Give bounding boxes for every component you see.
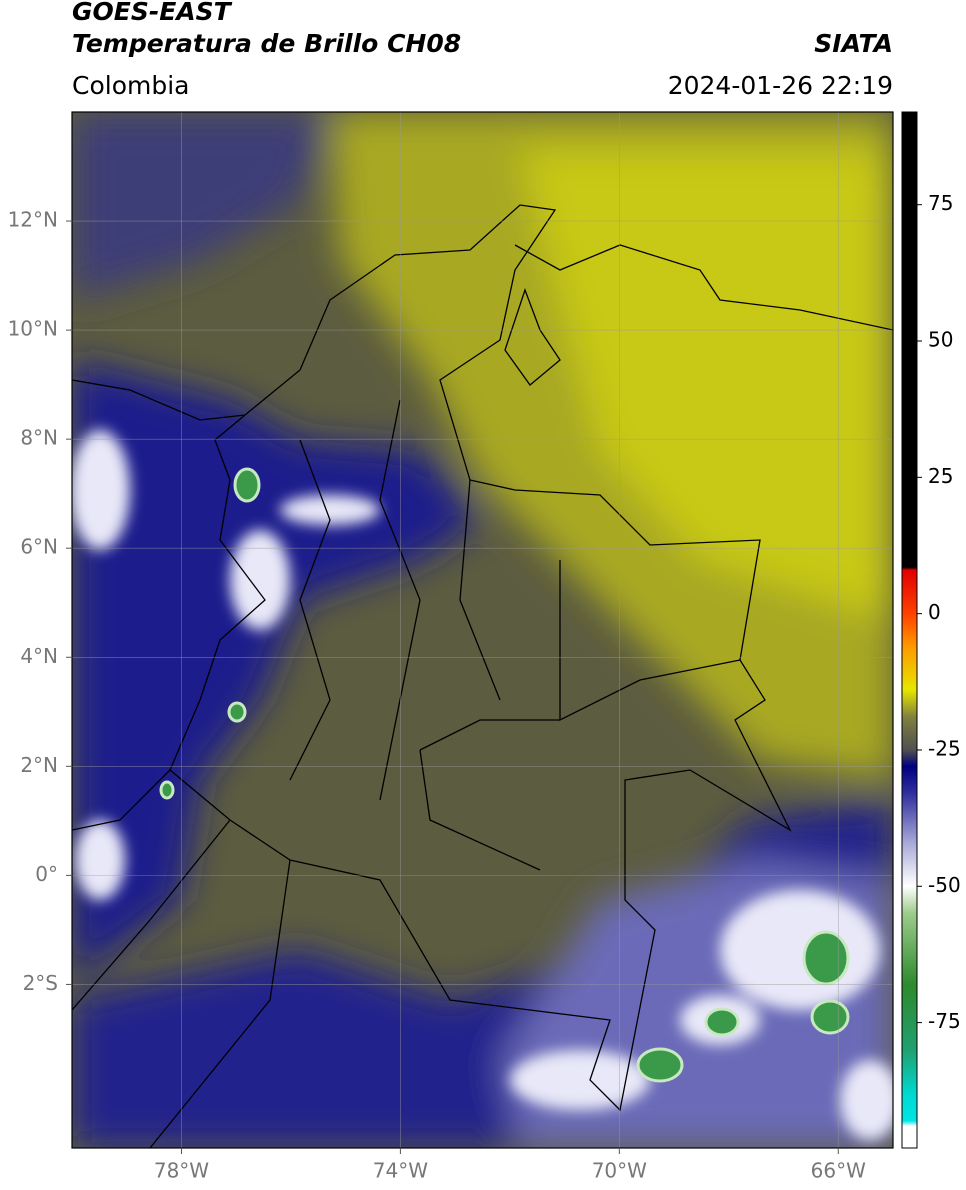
x-tick-label: 74°W (373, 1159, 428, 1183)
satellite-image (72, 112, 893, 1148)
y-tick-label: 0° (35, 862, 58, 886)
country-border (169, 204, 792, 1112)
y-tick-label: 2°S (23, 971, 58, 995)
coastline (72, 379, 246, 421)
region: Colombia (72, 71, 189, 100)
y-tick-label: 10°N (8, 317, 58, 341)
colorbar-tick-label: -50 (928, 873, 961, 897)
x-tick-label: 78°W (154, 1159, 209, 1183)
grid (72, 112, 893, 1148)
colorbar (901, 111, 918, 1149)
colorbar-tick-label: 25 (928, 464, 953, 488)
lake (504, 288, 561, 386)
colorbar-tick-label: 50 (928, 328, 953, 352)
colorbar-tick-label: -25 (928, 736, 961, 760)
y-tick-label: 2°N (20, 753, 58, 777)
title: GOES-EAST (72, 0, 233, 26)
department-border (419, 560, 741, 871)
map-frame (71, 111, 894, 1149)
colorbar-tick-label: 75 (928, 191, 953, 215)
datetime: 2024-01-26 22:19 (668, 71, 893, 100)
country-border (72, 769, 291, 1148)
subtitle: Temperatura de Brillo CH08 (72, 29, 461, 58)
y-tick-label: 4°N (20, 644, 58, 668)
source: SIATA (814, 29, 893, 58)
y-tick-label: 6°N (20, 535, 58, 559)
department-border (289, 399, 501, 801)
x-tick-label: 66°W (811, 1159, 866, 1183)
y-tick-label: 12°N (8, 208, 58, 232)
coastline (514, 244, 893, 331)
x-tick-label: 70°W (592, 1159, 647, 1183)
y-tick-label: 8°N (20, 426, 58, 450)
colorbar-tick-label: -75 (928, 1009, 961, 1033)
colorbar-tick-label: 0 (928, 600, 941, 624)
